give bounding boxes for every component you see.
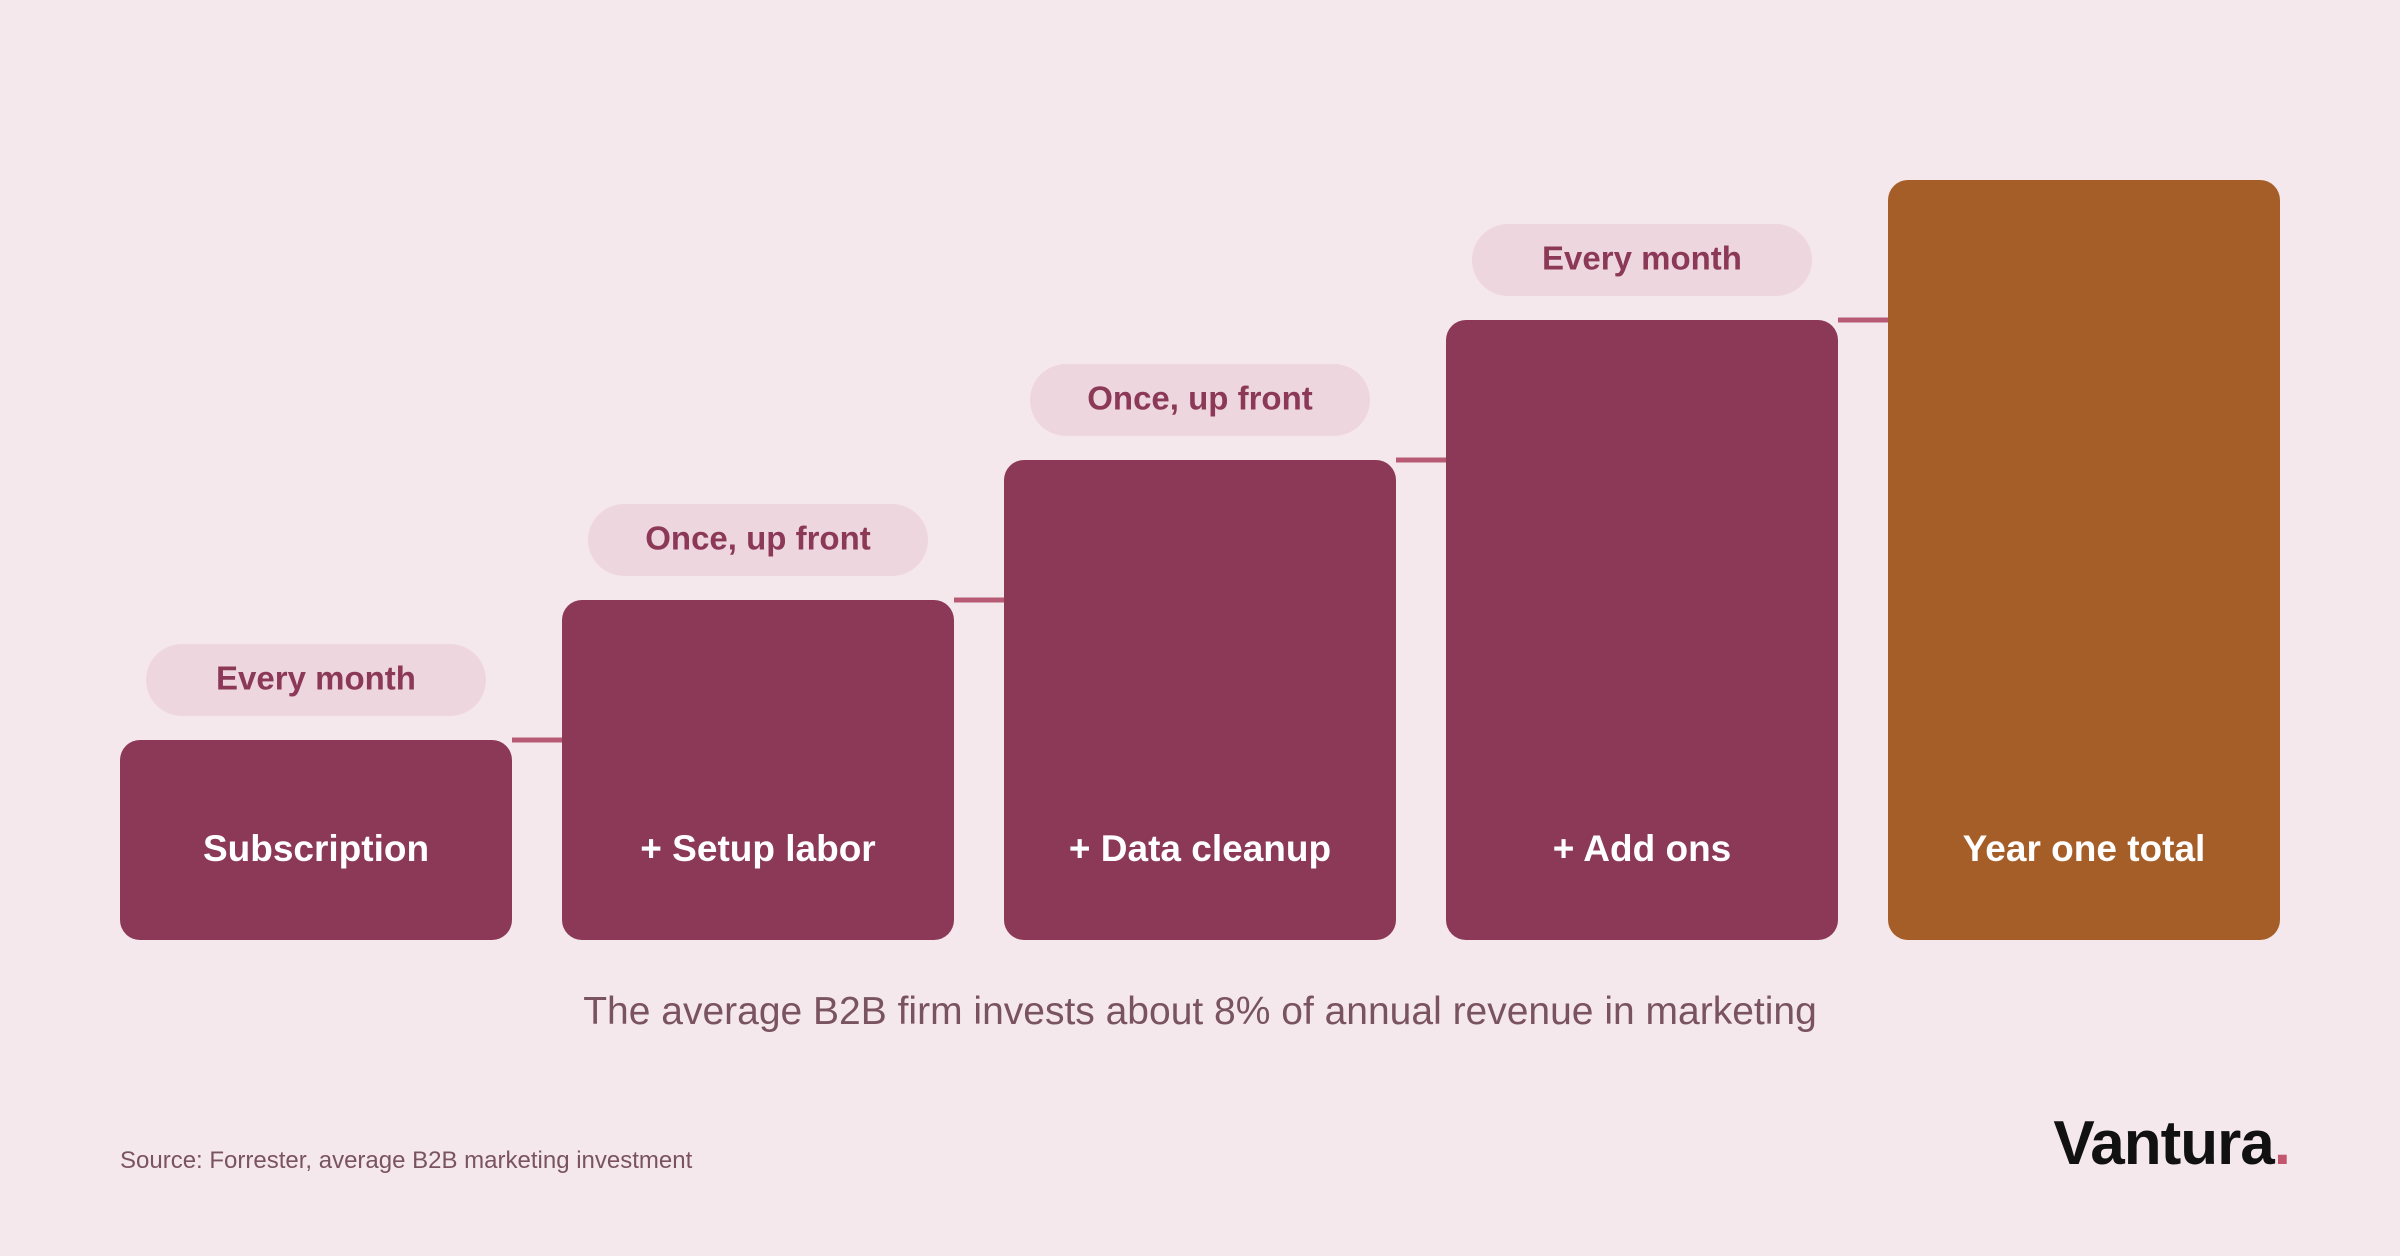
frequency-tag xyxy=(1030,364,1370,436)
total-bar xyxy=(1888,180,2280,940)
bar-label: + Setup labor xyxy=(640,828,875,869)
frequency-tag xyxy=(1472,224,1812,296)
bar-label: Subscription xyxy=(203,828,429,869)
brand-dot: . xyxy=(2273,1109,2291,1178)
bar-label: + Add ons xyxy=(1553,828,1732,869)
frequency-tag-label: Once, up front xyxy=(645,520,871,557)
bar xyxy=(1004,460,1396,940)
brand-logo: Vantura. xyxy=(2053,1108,2291,1179)
chart-caption: The average B2B firm invests about 8% of… xyxy=(583,990,1817,1033)
frequency-tag-label: Every month xyxy=(216,660,416,697)
frequency-tag xyxy=(146,644,486,716)
bar xyxy=(562,600,954,940)
frequency-tag-label: Once, up front xyxy=(1087,380,1313,417)
frequency-tag-label: Every month xyxy=(1542,240,1742,277)
brand-name: Vantura xyxy=(2053,1109,2274,1178)
source-note: Source: Forrester, average B2B marketing… xyxy=(120,1147,693,1174)
bar-label: Year one total xyxy=(1963,828,2206,869)
bar xyxy=(1446,320,1838,940)
bar-label: + Data cleanup xyxy=(1069,828,1331,869)
bar xyxy=(120,740,512,940)
frequency-tag xyxy=(588,504,928,576)
